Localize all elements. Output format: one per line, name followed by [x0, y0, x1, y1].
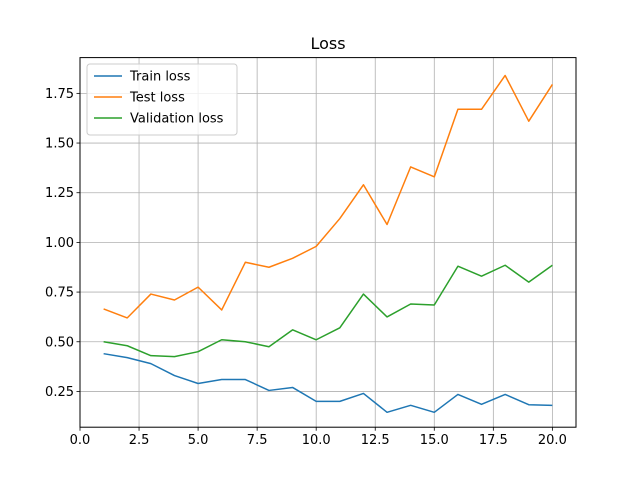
x-tick-label: 20.0	[538, 433, 567, 448]
x-tick-label: 0.0	[70, 433, 91, 448]
y-tick-label: 1.75	[45, 87, 74, 102]
series-line-validation-loss	[103, 264, 553, 358]
legend: Train loss Test loss Validation loss	[86, 63, 238, 136]
y-tick-label: 0.25	[45, 385, 74, 400]
y-tick-label: 1.50	[45, 137, 74, 152]
grid	[79, 57, 576, 428]
legend-box	[86, 63, 238, 136]
y-tick-label: 0.50	[45, 335, 74, 350]
y-tick-label: 1.00	[45, 236, 74, 251]
x-tick-label: 5.0	[188, 433, 209, 448]
chart-title: Loss	[310, 34, 345, 53]
series-line-train-loss	[103, 352, 553, 414]
x-axis: 0.0 2.5 5.0 7.5 10.0 12.5 15.0 17.5 20.0	[70, 427, 567, 448]
x-tick-label: 17.5	[479, 433, 508, 448]
x-tick-label: 15.0	[420, 433, 449, 448]
y-tick-label: 0.75	[45, 286, 74, 301]
x-tick-label: 12.5	[361, 433, 390, 448]
series-line-test-loss	[103, 74, 554, 319]
x-tick-label: 2.5	[129, 433, 150, 448]
x-tick-label: 7.5	[247, 433, 268, 448]
legend-label-test-loss: Test loss	[129, 91, 185, 106]
legend-label-train-loss: Train loss	[129, 70, 191, 85]
series-lines	[103, 74, 554, 414]
legend-label-validation-loss: Validation loss	[130, 112, 224, 127]
y-axis: 0.25 0.50 0.75 1.00 1.25 1.50 1.75	[45, 87, 80, 400]
y-tick-label: 1.25	[45, 186, 74, 201]
x-tick-label: 10.0	[302, 433, 331, 448]
